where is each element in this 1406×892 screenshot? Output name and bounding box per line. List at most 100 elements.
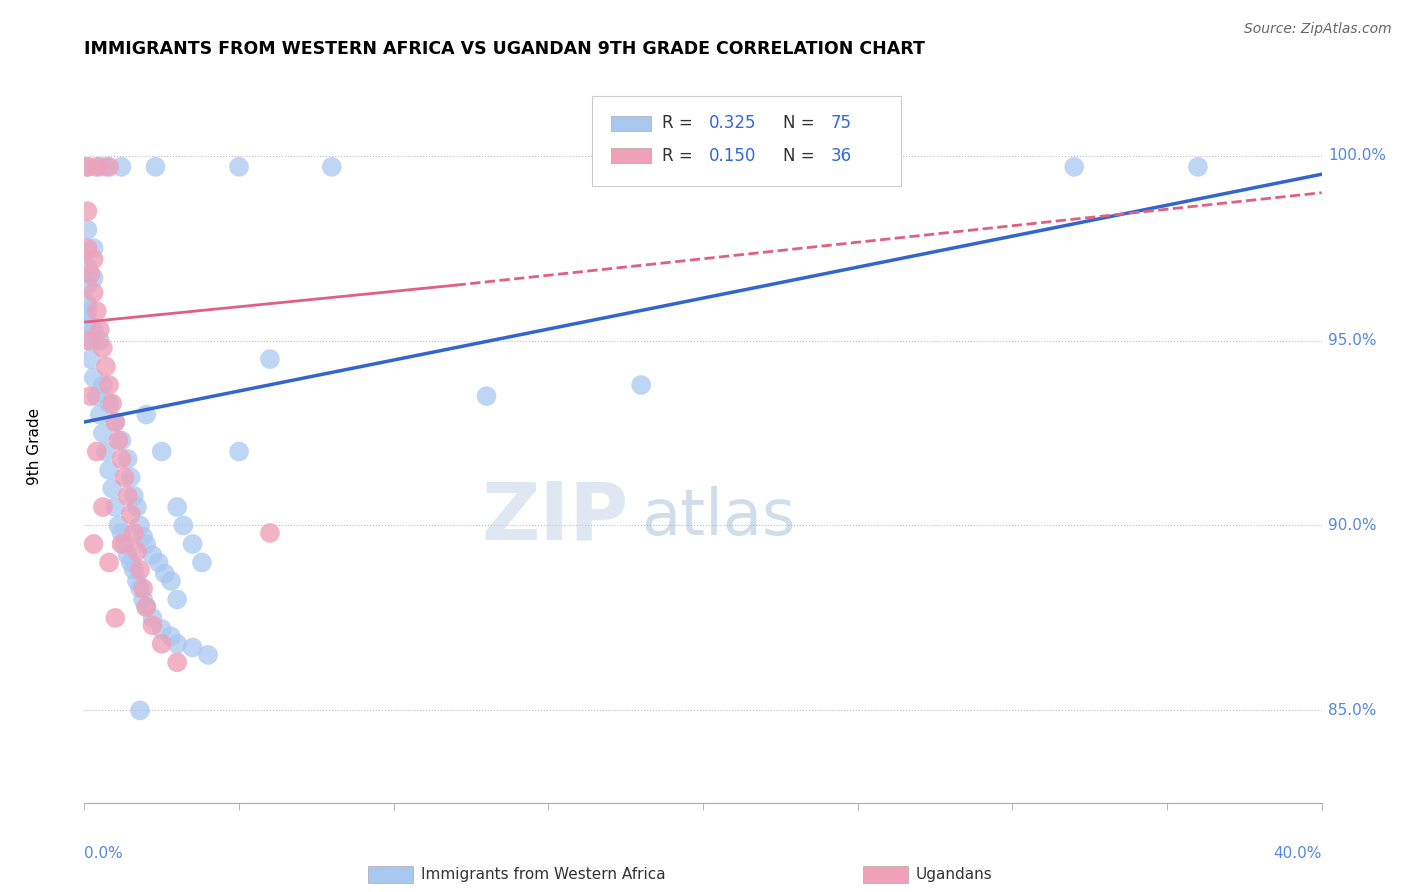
Point	[120, 508, 142, 522]
Point	[475, 389, 498, 403]
Text: 40.0%: 40.0%	[1274, 846, 1322, 861]
Point	[91, 378, 114, 392]
Point	[141, 611, 163, 625]
Point	[181, 537, 204, 551]
Point	[91, 425, 114, 440]
Point	[98, 463, 121, 477]
Point	[83, 322, 105, 336]
Point	[135, 599, 157, 614]
Point	[76, 334, 98, 348]
Point	[110, 160, 132, 174]
Point	[110, 434, 132, 448]
Point	[76, 315, 98, 329]
Point	[160, 574, 183, 588]
Point	[135, 599, 157, 614]
Point	[94, 444, 117, 458]
FancyBboxPatch shape	[368, 866, 413, 883]
Point	[1063, 160, 1085, 174]
Point	[122, 489, 145, 503]
Point	[104, 415, 127, 429]
Point	[117, 452, 139, 467]
Text: ZIP: ZIP	[481, 478, 628, 557]
Point	[76, 304, 98, 318]
Point	[153, 566, 176, 581]
Point	[129, 703, 152, 717]
Point	[259, 352, 281, 367]
Text: 75: 75	[831, 114, 852, 132]
Text: 85.0%: 85.0%	[1327, 703, 1376, 718]
Point	[160, 629, 183, 643]
Point	[132, 592, 155, 607]
Point	[91, 341, 114, 355]
Point	[86, 389, 108, 403]
Point	[114, 537, 136, 551]
Text: 36: 36	[831, 146, 852, 164]
Point	[120, 470, 142, 484]
Point	[145, 160, 167, 174]
Point	[114, 470, 136, 484]
Point	[76, 204, 98, 219]
Text: N =: N =	[783, 146, 820, 164]
Point	[132, 530, 155, 544]
Point	[125, 574, 148, 588]
Point	[150, 637, 173, 651]
Point	[129, 518, 152, 533]
FancyBboxPatch shape	[592, 96, 901, 186]
Point	[110, 537, 132, 551]
Point	[83, 270, 105, 285]
Text: atlas: atlas	[641, 486, 796, 549]
Point	[91, 500, 114, 514]
Point	[117, 548, 139, 562]
Point	[135, 537, 157, 551]
Point	[166, 592, 188, 607]
Point	[141, 618, 163, 632]
Text: R =: R =	[662, 146, 699, 164]
Point	[125, 500, 148, 514]
Point	[79, 267, 101, 281]
Text: 0.150: 0.150	[709, 146, 756, 164]
Point	[104, 415, 127, 429]
Point	[110, 525, 132, 540]
Point	[98, 556, 121, 570]
Point	[83, 241, 105, 255]
Text: 9th Grade: 9th Grade	[27, 408, 42, 484]
Point	[166, 500, 188, 514]
Point	[79, 334, 101, 348]
Point	[76, 278, 98, 293]
Point	[166, 637, 188, 651]
Point	[191, 556, 214, 570]
Point	[94, 359, 117, 374]
Point	[76, 223, 98, 237]
FancyBboxPatch shape	[863, 866, 908, 883]
Point	[135, 408, 157, 422]
Point	[89, 322, 111, 336]
Text: Ugandans: Ugandans	[915, 867, 993, 881]
Point	[83, 537, 105, 551]
Point	[150, 444, 173, 458]
Text: R =: R =	[662, 114, 699, 132]
Point	[76, 260, 98, 274]
Point	[98, 396, 121, 410]
Point	[166, 655, 188, 669]
Text: Source: ZipAtlas.com: Source: ZipAtlas.com	[1244, 22, 1392, 37]
Point	[79, 389, 101, 403]
Point	[83, 370, 105, 384]
Point	[89, 408, 111, 422]
Point	[104, 500, 127, 514]
Point	[76, 296, 98, 310]
Point	[107, 434, 129, 448]
Text: 0.325: 0.325	[709, 114, 756, 132]
Point	[228, 160, 250, 174]
Point	[76, 160, 98, 174]
Text: 90.0%: 90.0%	[1327, 518, 1376, 533]
Point	[125, 544, 148, 558]
Point	[181, 640, 204, 655]
Point	[110, 452, 132, 467]
Point	[83, 285, 105, 300]
Point	[94, 160, 117, 174]
Text: Immigrants from Western Africa: Immigrants from Western Africa	[420, 867, 665, 881]
Text: 100.0%: 100.0%	[1327, 148, 1386, 163]
Point	[120, 556, 142, 570]
Point	[172, 518, 194, 533]
Point	[86, 444, 108, 458]
